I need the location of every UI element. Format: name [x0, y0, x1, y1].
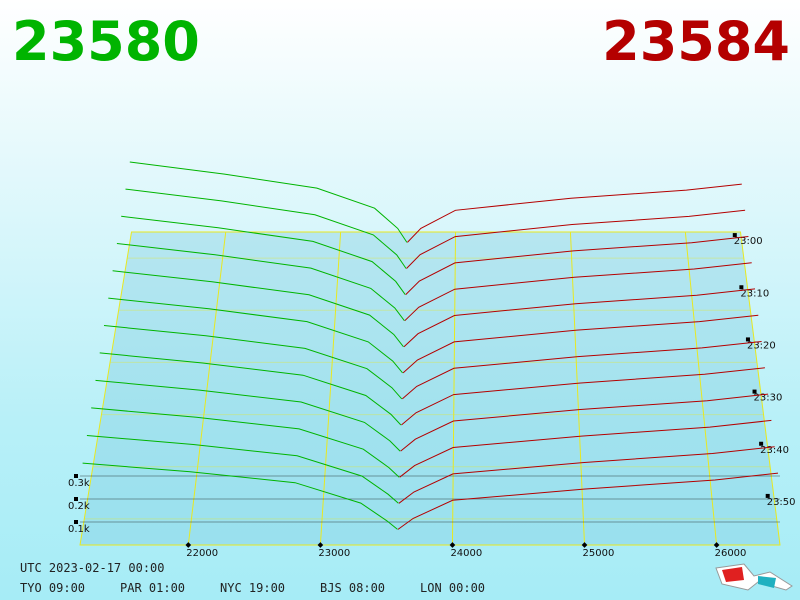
ask-depth-line	[406, 209, 746, 269]
utc-time: UTC 2023-02-17 00:00	[20, 561, 165, 575]
ask-depth-line	[403, 288, 756, 348]
y-tick-mark	[74, 497, 78, 501]
ask-depth-line	[398, 446, 775, 504]
z-tick-label: 23:10	[740, 288, 769, 299]
x-tick-label: 26000	[715, 548, 747, 559]
bid-depth-line	[112, 270, 404, 348]
bid-depth-line	[121, 215, 406, 295]
x-tick-label: 25000	[583, 548, 615, 559]
x-tick-label: 22000	[186, 548, 218, 559]
x-tick-label: 24000	[450, 548, 482, 559]
zone-time: TYO 09:00	[20, 581, 85, 595]
bid-depth-line	[129, 161, 408, 243]
z-tick-label: 23:50	[767, 497, 796, 508]
y-tick-label: 0.1k	[68, 524, 90, 535]
z-tick-label: 23:00	[734, 236, 763, 247]
z-tick-mark	[732, 233, 737, 238]
bid-depth-line	[91, 407, 400, 478]
y-tick-mark	[74, 474, 78, 478]
grid-line	[684, 231, 718, 546]
ask-depth-line	[405, 236, 749, 295]
y-tick-label: 0.2k	[68, 501, 90, 512]
ask-depth-line	[400, 393, 769, 452]
floor	[79, 231, 781, 546]
zone-time: BJS 08:00	[320, 581, 385, 595]
z-tick-mark	[752, 389, 757, 394]
z-tick-mark	[739, 285, 744, 290]
ask-price: 23584	[602, 10, 790, 73]
zone-time: NYC 19:00	[220, 581, 285, 595]
z-tick-mark	[745, 337, 750, 342]
z-tick-label: 23:30	[754, 393, 783, 404]
plot: 22000 23000 24000 25000 26000 0.1k 0.2k 0.3k 23:…	[68, 161, 796, 559]
bid-depth-line	[99, 352, 402, 426]
y-tick-label: 0.3k	[68, 478, 90, 489]
x-tick-mark	[713, 542, 720, 548]
x-tick-mark	[185, 542, 192, 548]
bid-depth-line	[82, 462, 398, 530]
bid-depth-line	[116, 243, 405, 322]
time-zones: TYO 09:00 PAR 01:00 NYC 19:00 BJS 08:00 LON …	[20, 581, 485, 595]
grid-line	[319, 231, 342, 546]
ask-depth-line	[399, 419, 772, 478]
x-tick-label: 23000	[318, 548, 350, 559]
zone-time: LON 00:00	[420, 581, 485, 595]
x-tick-mark	[581, 542, 588, 548]
bid-price: 23580	[12, 10, 200, 73]
3d-glasses-icon[interactable]	[715, 563, 793, 591]
x-tick-mark	[317, 542, 324, 548]
ask-depth-line	[401, 341, 762, 400]
bid-depth-line	[125, 188, 407, 269]
bid-depth-line	[86, 435, 399, 504]
x-tick-mark	[449, 542, 456, 548]
z-tick-mark	[759, 441, 764, 446]
zone-time: PAR 01:00	[120, 581, 185, 595]
bid-depth-line	[95, 379, 401, 452]
grid-line	[569, 231, 586, 546]
ask-depth-line	[401, 367, 765, 426]
ask-depth-line	[397, 472, 779, 530]
bid-depth-line	[108, 297, 403, 374]
bid-depth-line	[103, 325, 403, 400]
ask-depth-line	[404, 262, 752, 322]
z-tick-label: 23:20	[747, 340, 776, 351]
ask-depth-line	[402, 314, 759, 374]
grid-line	[187, 231, 227, 546]
ask-depth-line	[407, 183, 742, 243]
grid-line	[451, 231, 457, 546]
z-tick-mark	[765, 493, 770, 498]
y-tick-mark	[74, 520, 78, 524]
z-tick-label: 23:40	[760, 445, 789, 456]
